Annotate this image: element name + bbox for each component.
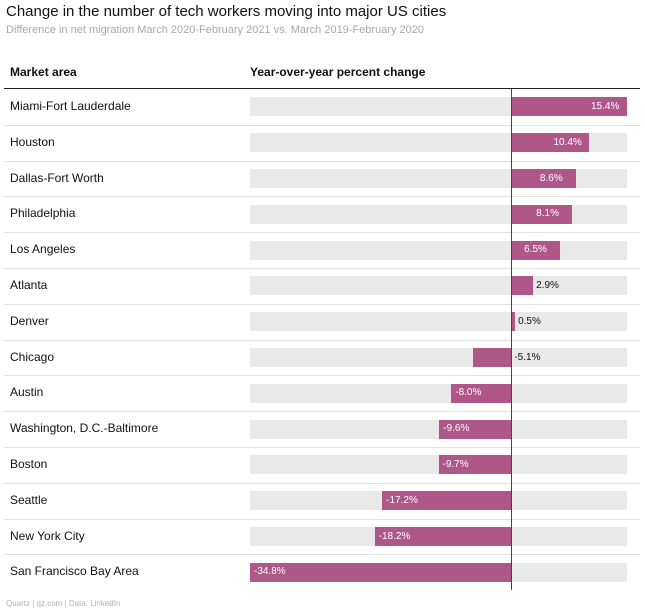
- value-label: -18.2%: [378, 530, 411, 542]
- bar: [382, 491, 512, 511]
- row-divider: [4, 303, 640, 305]
- market-label: Dallas-Fort Worth: [10, 170, 104, 185]
- chart-title: Change in the number of tech workers mov…: [6, 3, 447, 20]
- market-label: Los Angeles: [10, 242, 76, 257]
- row-divider: [4, 447, 640, 448]
- row-divider: [4, 160, 640, 162]
- zero-line: [511, 89, 513, 591]
- bar: [511, 97, 627, 117]
- bar-track: [250, 419, 627, 439]
- value-label: 15.4%: [591, 100, 620, 112]
- bar: [451, 383, 512, 403]
- bar: [374, 527, 512, 546]
- value-label: 2.9%: [536, 279, 559, 291]
- value-label: -9.7%: [442, 458, 469, 470]
- bar-track: [250, 312, 627, 332]
- value-label: 0.5%: [518, 315, 541, 327]
- bar: [511, 133, 590, 153]
- source-footer: Quartz | qz.com | Data: LinkedIn: [6, 599, 121, 608]
- bar-track: [250, 240, 627, 260]
- column-header-change: Year-over-year percent change: [250, 65, 426, 79]
- value-label: -8.0%: [455, 387, 482, 399]
- market-label: Denver: [10, 313, 49, 328]
- bar-track: [250, 348, 627, 367]
- bar: [439, 419, 512, 439]
- bar: [250, 562, 512, 582]
- column-header-market: Market area: [10, 65, 77, 79]
- row-divider: [4, 339, 640, 341]
- value-label: -5.1%: [514, 351, 541, 363]
- value-label: 6.5%: [524, 244, 547, 256]
- market-label: Seattle: [10, 492, 48, 507]
- row-divider: [4, 124, 640, 126]
- bar: [511, 204, 573, 224]
- bar: [473, 348, 512, 367]
- row-divider: [4, 375, 640, 377]
- bar-track: [250, 383, 627, 403]
- row-divider: [4, 411, 640, 413]
- row-divider: [4, 518, 640, 520]
- value-label: -34.8%: [254, 566, 286, 578]
- value-label: -17.2%: [386, 494, 418, 506]
- market-label: Boston: [10, 456, 48, 471]
- bar-track: [250, 276, 627, 296]
- row-divider: [4, 554, 640, 556]
- value-label: 10.4%: [553, 136, 582, 148]
- value-label: -9.6%: [443, 423, 470, 435]
- row-divider: [4, 268, 640, 269]
- bar: [511, 169, 576, 188]
- market-label: San Francisco Bay Area: [10, 564, 139, 579]
- market-label: New York City: [10, 528, 85, 543]
- header-rule: [4, 88, 640, 89]
- bar: [511, 276, 534, 296]
- row-divider: [4, 196, 640, 198]
- market-label: Atlanta: [10, 277, 48, 292]
- market-label: Washington, D.C.-Baltimore: [10, 421, 159, 436]
- market-label: Miami-Fort Lauderdale: [10, 98, 131, 113]
- market-label: Chicago: [10, 349, 55, 364]
- row-divider: [4, 232, 640, 234]
- bar: [511, 240, 561, 260]
- market-label: Austin: [10, 385, 44, 400]
- market-label: Houston: [10, 134, 55, 149]
- bar: [511, 312, 516, 332]
- chart-subtitle: Difference in net migration March 2020-F…: [6, 24, 425, 36]
- bar: [438, 455, 512, 475]
- value-label: 8.1%: [536, 208, 559, 220]
- market-label: Philadelphia: [10, 206, 76, 221]
- row-divider: [4, 482, 640, 484]
- value-label: 8.6%: [539, 172, 563, 184]
